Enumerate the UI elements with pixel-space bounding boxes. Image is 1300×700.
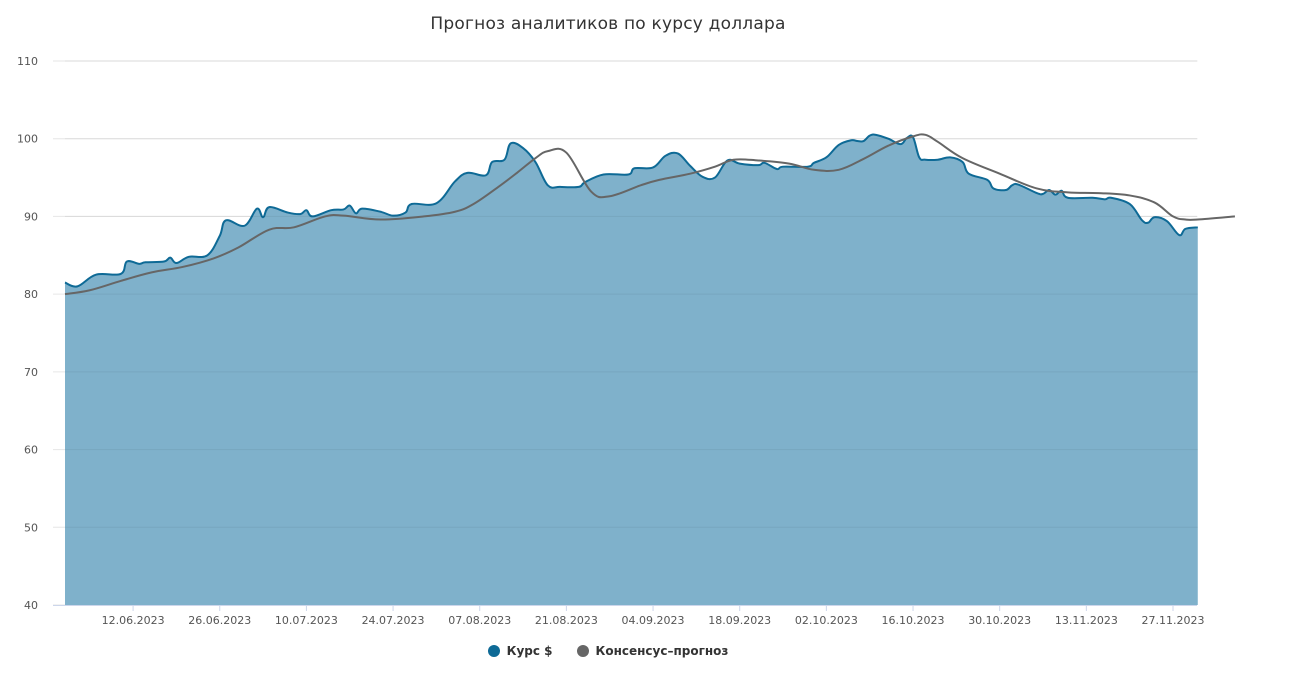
chart-title: Прогноз аналитиков по курсу доллара xyxy=(430,14,786,34)
x-tick-label: 12.06.2023 xyxy=(102,614,165,627)
x-axis: 12.06.2023 26.06.2023 10.07.2023 24.07.2023… xyxy=(53,605,1205,627)
x-tick-label: 24.07.2023 xyxy=(362,614,425,627)
legend-item-consensus[interactable]: Консенсус–прогноз xyxy=(576,644,729,658)
y-tick-label: 40 xyxy=(24,599,38,612)
legend: Курс $ Консенсус–прогноз xyxy=(0,644,1216,658)
y-tick-label: 110 xyxy=(17,55,38,68)
y-tick-label: 50 xyxy=(24,521,38,534)
series-area-group xyxy=(64,60,1198,605)
x-tick-label: 16.10.2023 xyxy=(882,614,945,627)
legend-marker-rate xyxy=(487,645,500,657)
legend-item-rate[interactable]: Курс $ xyxy=(487,644,553,658)
series-rate-line xyxy=(64,133,1198,288)
x-tick-label: 27.11.2023 xyxy=(1142,614,1205,627)
x-tick-label: 02.10.2023 xyxy=(795,614,858,627)
x-tick-label: 21.08.2023 xyxy=(535,614,598,627)
y-axis-ticks: 40 50 60 70 80 90 100 110 xyxy=(17,55,38,612)
y-tick-label: 90 xyxy=(24,210,38,223)
x-tick-label: 18.09.2023 xyxy=(708,614,771,627)
x-tick-label: 30.10.2023 xyxy=(968,614,1031,627)
series-rate-area xyxy=(65,134,1198,605)
x-tick-label: 13.11.2023 xyxy=(1055,614,1118,627)
y-tick-label: 70 xyxy=(24,366,38,379)
legend-label-rate: Курс $ xyxy=(506,644,553,658)
y-tick-label: 100 xyxy=(17,133,38,146)
legend-label-consensus: Консенсус–прогноз xyxy=(595,644,729,658)
x-tick-label: 07.08.2023 xyxy=(448,614,511,627)
legend-marker-consensus xyxy=(576,645,589,657)
series-line-group xyxy=(64,133,1235,296)
x-tick-label: 10.07.2023 xyxy=(275,614,338,627)
y-tick-label: 60 xyxy=(24,444,38,457)
y-tick-label: 80 xyxy=(24,288,38,301)
x-tick-label: 04.09.2023 xyxy=(622,614,685,627)
x-tick-label: 26.06.2023 xyxy=(188,614,251,627)
series-consensus-line xyxy=(64,133,1235,296)
